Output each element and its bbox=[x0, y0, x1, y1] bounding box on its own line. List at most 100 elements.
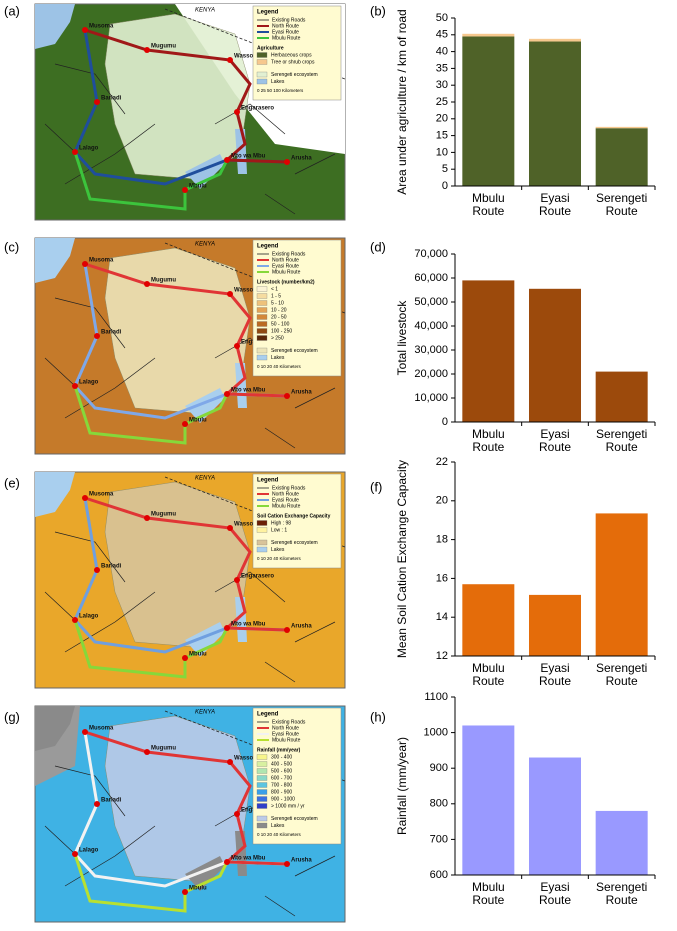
legend-swatch bbox=[256, 803, 268, 809]
bar bbox=[462, 584, 515, 656]
x-tick-label: Serengeti Route bbox=[595, 880, 648, 907]
legend-box bbox=[252, 473, 342, 569]
panel-label: (h) bbox=[370, 709, 386, 724]
y-tick-label: 20,000 bbox=[414, 368, 448, 380]
y-tick-label: 20 bbox=[436, 113, 448, 125]
legend-label: 300 - 400 bbox=[271, 754, 292, 760]
bar-segment bbox=[529, 38, 581, 42]
legend-label: North Route bbox=[272, 23, 299, 29]
legend-label: Mbulu Route bbox=[272, 503, 301, 509]
y-tick-label: 70,000 bbox=[414, 248, 448, 260]
legend-label: < 1 bbox=[271, 286, 278, 292]
mbulu-route bbox=[73, 619, 229, 679]
legend-label: 20 - 50 bbox=[271, 314, 287, 320]
town bbox=[94, 567, 100, 573]
town bbox=[144, 515, 150, 521]
town-label: Mbulu bbox=[189, 418, 207, 424]
panel-label: (f) bbox=[370, 479, 382, 494]
legend-label: North Route bbox=[272, 725, 299, 731]
town-label: Mugumu bbox=[151, 44, 176, 50]
town bbox=[72, 383, 78, 389]
legend-swatch bbox=[256, 314, 268, 320]
legend-label: Existing Roads bbox=[272, 17, 306, 23]
town-label: Mugumu bbox=[151, 512, 176, 518]
legend-swatch bbox=[256, 286, 268, 292]
town bbox=[284, 861, 290, 867]
legend-box bbox=[252, 239, 342, 377]
town bbox=[234, 811, 240, 817]
legend-theme-title: Rainfall (mm/year) bbox=[257, 747, 301, 753]
y-tick-label: 600 bbox=[430, 869, 448, 881]
town-label: Mbulu bbox=[189, 652, 207, 658]
town bbox=[227, 291, 233, 297]
legend-swatch bbox=[256, 539, 268, 546]
legend-box bbox=[252, 707, 342, 845]
legend-swatch bbox=[256, 293, 268, 299]
legend-swatch bbox=[256, 335, 268, 341]
town bbox=[224, 625, 230, 631]
town-label: Arusha bbox=[291, 624, 312, 630]
legend-label: 100 - 250 bbox=[271, 328, 292, 334]
y-tick-label: 50 bbox=[436, 12, 448, 24]
panel-label: (b) bbox=[370, 3, 386, 18]
bar-segment bbox=[462, 36, 515, 187]
bar bbox=[529, 594, 581, 656]
lake bbox=[185, 388, 225, 423]
y-axis-label: Area under agriculture / km of road bbox=[395, 9, 409, 194]
legend-label: 600 - 700 bbox=[271, 775, 292, 781]
map: Musoma Mugumu Wasso Engarasero Mto wa Mbu Aru… bbox=[34, 471, 346, 689]
town-label: Musoma bbox=[89, 726, 114, 732]
y-tick-label: 35 bbox=[436, 62, 448, 74]
legend-scale: 0 25 50 100 Kilometers bbox=[257, 88, 304, 93]
y-tick-label: 45 bbox=[436, 29, 448, 41]
legend-label: > 250 bbox=[271, 335, 284, 341]
town-label: Musoma bbox=[89, 24, 114, 30]
bar-segment bbox=[595, 126, 648, 129]
town bbox=[182, 187, 188, 193]
legend-label: 900 - 1000 bbox=[271, 796, 295, 802]
mbulu-route bbox=[73, 385, 229, 445]
legend-swatch bbox=[256, 761, 268, 767]
bar bbox=[462, 280, 515, 422]
town bbox=[94, 99, 100, 105]
x-tick-label: Mbulu Route bbox=[471, 191, 505, 218]
legend-swatch bbox=[256, 775, 268, 781]
legend-label: Mbulu Route bbox=[272, 35, 301, 41]
legend-label: Existing Roads bbox=[272, 719, 306, 725]
y-tick-label: 900 bbox=[430, 762, 448, 774]
town bbox=[82, 495, 88, 501]
x-tick-label: Serengeti Route bbox=[595, 191, 648, 218]
town-label: Mto wa Mbu bbox=[231, 388, 266, 394]
legend-label: > 1000 mm / yr bbox=[271, 803, 305, 809]
lake bbox=[185, 622, 225, 657]
legend-label: Existing Roads bbox=[272, 485, 306, 491]
legend-label: High : 98 bbox=[271, 520, 291, 526]
town-label: Mbulu bbox=[189, 184, 207, 190]
legend-label: Eyasi Route bbox=[272, 497, 299, 503]
town-label: Arusha bbox=[291, 156, 312, 162]
town bbox=[144, 47, 150, 53]
bar-segment bbox=[595, 128, 648, 186]
north-route bbox=[84, 730, 288, 866]
country-label: KENYA bbox=[195, 476, 215, 482]
y-tick-label: 14 bbox=[436, 611, 448, 623]
town-label: Mto wa Mbu bbox=[231, 154, 266, 160]
y-tick-label: 800 bbox=[430, 798, 448, 810]
y-axis-label: Rainfall (mm/year) bbox=[395, 737, 409, 835]
town-label: Bariadi bbox=[101, 798, 122, 804]
bar bbox=[529, 757, 581, 875]
town bbox=[284, 393, 290, 399]
legend-swatch bbox=[256, 52, 268, 58]
legend-theme-title: Livestock (number/km2) bbox=[257, 279, 315, 285]
legend-label: Tree or shrub crops bbox=[271, 59, 315, 65]
legend-label: 800 - 900 bbox=[271, 789, 292, 795]
town bbox=[82, 27, 88, 33]
town bbox=[72, 617, 78, 623]
y-tick-label: 0 bbox=[442, 416, 448, 428]
bar bbox=[595, 371, 648, 422]
legend-swatch bbox=[256, 354, 268, 361]
